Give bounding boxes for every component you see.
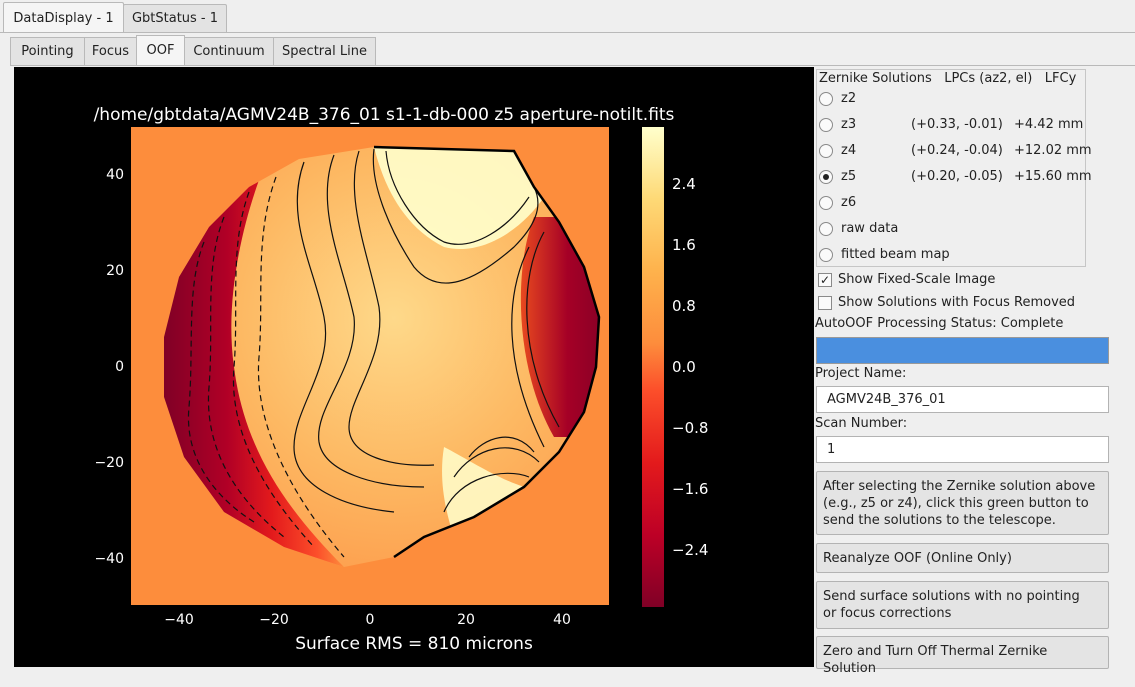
subtab-oof[interactable]: OOF <box>136 35 185 66</box>
zernike-header: Zernike Solutions LPCs (az2, el) LFCy <box>819 71 1077 86</box>
plot-title: /home/gbtdata/AGMV24B_376_01 s1-1-db-000… <box>94 105 675 125</box>
lfc-z3: +4.42 mm <box>1014 117 1084 132</box>
radio-label-z5: z5 <box>841 169 857 184</box>
aperture-edge <box>373 145 601 559</box>
x-tick-label: 40 <box>553 612 571 628</box>
colorbar-tick-label: 1.6 <box>672 236 696 254</box>
fixed-scale-checkbox[interactable]: ✓ <box>818 273 832 287</box>
radio-fitted-beam-map[interactable] <box>819 248 833 262</box>
lfc-header: LFCy <box>1044 71 1077 86</box>
radio-label-z3: z3 <box>841 117 857 132</box>
radio-label-z4: z4 <box>841 143 857 158</box>
project-name-input[interactable]: AGMV24B_376_01 <box>816 386 1109 413</box>
x-tick-label: 0 <box>366 612 375 628</box>
colorbar-tick-label: −1.6 <box>672 480 708 498</box>
lpc-z3: (+0.33, -0.01) <box>911 117 1003 132</box>
subtab-spectral-line[interactable]: Spectral Line <box>273 37 376 65</box>
processing-status-label: AutoOOF Processing Status: Complete <box>815 316 1064 331</box>
x-tick-label: −40 <box>164 612 194 628</box>
colorbar-tick-label: −2.4 <box>672 541 708 559</box>
focus-removed-label: Show Solutions with Focus Removed <box>838 295 1076 310</box>
radio-label-raw-data: raw data <box>841 221 899 236</box>
colorbar-tick-label: 2.4 <box>672 175 696 193</box>
x-axis-label: Surface RMS = 810 microns <box>295 634 533 654</box>
colorbar-tick-label: 0.0 <box>672 358 696 376</box>
radio-label-z6: z6 <box>841 195 857 210</box>
project-name-label: Project Name: <box>815 366 907 381</box>
colorbar-tick-label: 0.8 <box>672 297 696 315</box>
lpc-z4: (+0.24, -0.04) <box>911 143 1003 158</box>
zernike-title: Zernike Solutions <box>819 71 932 86</box>
aperture-map <box>164 147 599 567</box>
radio-label-fitted-beam-map: fitted beam map <box>841 247 950 262</box>
radio-z6[interactable] <box>819 196 833 210</box>
fixed-scale-label: Show Fixed-Scale Image <box>838 272 996 287</box>
y-tick-label: 20 <box>106 263 124 279</box>
subtab-focus[interactable]: Focus <box>84 37 137 65</box>
lfc-z4: +12.02 mm <box>1014 143 1092 158</box>
colorbar <box>642 127 664 607</box>
tab-divider <box>0 32 1135 33</box>
oof-plot-panel: /home/gbtdata/AGMV24B_376_01 s1-1-db-000… <box>14 67 814 667</box>
oof-controls-panel: Zernike Solutions LPCs (az2, el) LFCy z2… <box>815 67 1135 687</box>
radio-z2[interactable] <box>819 92 833 106</box>
y-tick-label: −20 <box>94 455 124 471</box>
focus-removed-checkbox[interactable] <box>818 296 832 310</box>
progress-fill <box>817 338 1108 363</box>
x-tick-label: −20 <box>259 612 289 628</box>
y-tick-label: 0 <box>115 359 124 375</box>
radio-label-z2: z2 <box>841 91 857 106</box>
zernike-group: Zernike Solutions LPCs (az2, el) LFCy z2… <box>816 69 1092 267</box>
scan-number-input[interactable]: 1 <box>816 436 1109 463</box>
lpc-z5: (+0.20, -0.05) <box>911 169 1003 184</box>
lfc-z5: +15.60 mm <box>1014 169 1092 184</box>
subtab-pointing[interactable]: Pointing <box>10 37 85 65</box>
processing-progress-bar <box>816 337 1109 364</box>
radio-z4[interactable] <box>819 144 833 158</box>
radio-raw-data[interactable] <box>819 222 833 236</box>
y-tick-label: −40 <box>94 551 124 567</box>
top-tabbar: DataDisplay - 1 GbtStatus - 1 <box>0 0 1135 33</box>
subtab-continuum[interactable]: Continuum <box>184 37 274 65</box>
reanalyze-oof-button[interactable]: Reanalyze OOF (Online Only) <box>816 543 1109 573</box>
aperture-map-chart: /home/gbtdata/AGMV24B_376_01 s1-1-db-000… <box>94 105 709 654</box>
send-surface-solutions-button[interactable]: Send surface solutions with no pointing … <box>816 581 1109 629</box>
y-tick-label: 40 <box>106 167 124 183</box>
radio-z3[interactable] <box>819 118 833 132</box>
lpc-header: LPCs (az2, el) <box>944 71 1033 86</box>
tab-datadisplay[interactable]: DataDisplay - 1 <box>3 2 124 33</box>
tab-gbtstatus[interactable]: GbtStatus - 1 <box>123 4 227 32</box>
send-solutions-button[interactable]: After selecting the Zernike solution abo… <box>816 471 1109 535</box>
zero-thermal-zernike-button[interactable]: Zero and Turn Off Thermal Zernike Soluti… <box>816 636 1109 676</box>
x-tick-label: 20 <box>457 612 475 628</box>
subtab-divider <box>10 65 1135 66</box>
scan-number-label: Scan Number: <box>815 416 908 431</box>
radio-z5[interactable] <box>819 170 833 184</box>
colorbar-tick-label: −0.8 <box>672 419 708 437</box>
